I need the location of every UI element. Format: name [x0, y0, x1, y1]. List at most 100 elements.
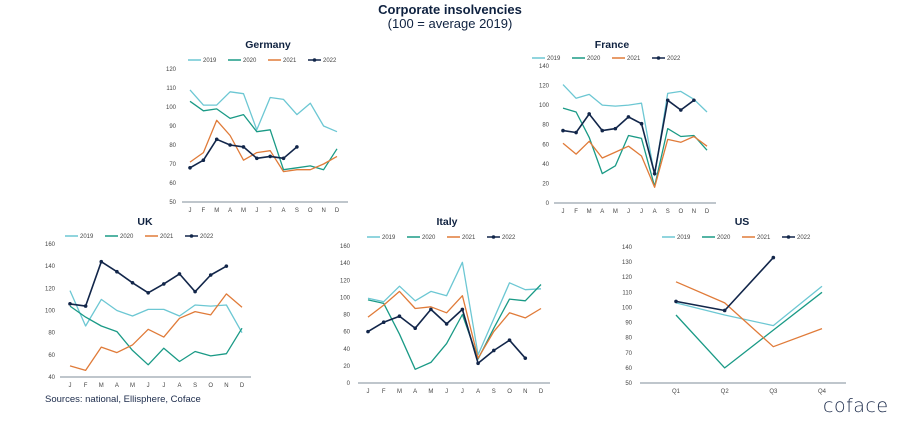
chart-title: Germany	[245, 39, 291, 51]
y-tick-label: 120	[539, 84, 550, 90]
x-tick-label: J	[269, 208, 272, 214]
data-point-2022	[295, 145, 299, 149]
x-tick-label: S	[666, 209, 670, 215]
y-tick-label: 80	[343, 313, 350, 319]
x-tick-label: N	[321, 208, 325, 214]
y-tick-label: 40	[48, 375, 55, 381]
legend-label-2022: 2022	[797, 235, 811, 241]
sources-note: Sources: national, Ellisphere, Coface	[45, 394, 201, 405]
x-tick-label: M	[130, 383, 135, 389]
data-point-2022	[413, 326, 417, 331]
y-tick-label: 120	[45, 286, 56, 292]
legend-label-2019: 2019	[677, 235, 691, 241]
data-point-2022	[574, 130, 578, 135]
x-tick-label: M	[99, 383, 104, 389]
data-point-2022	[162, 282, 166, 286]
y-tick-label: 90	[169, 124, 176, 130]
y-tick-label: 110	[166, 86, 176, 92]
data-point-2022	[492, 348, 496, 353]
legend-label-2020: 2020	[422, 235, 436, 241]
series-line-2020	[189, 100, 338, 171]
data-point-2022	[68, 302, 72, 306]
x-tick-label: N	[224, 383, 228, 389]
x-tick-label: O	[678, 209, 683, 215]
x-tick-label: D	[705, 209, 710, 215]
series-line-2022	[69, 260, 227, 307]
y-tick-label: 70	[169, 162, 176, 168]
legend-marker-2022	[312, 58, 317, 62]
y-tick-label: 50	[169, 200, 176, 206]
data-point-2022	[177, 272, 182, 276]
y-tick-label: 160	[45, 242, 56, 248]
data-point-2022	[201, 158, 206, 162]
series-line-2021	[189, 119, 338, 173]
legend-marker-2022	[656, 56, 661, 60]
legend-label-2020: 2020	[587, 56, 601, 62]
y-tick-label: 0	[546, 201, 550, 207]
data-point-2022	[241, 145, 246, 149]
x-tick-label: N	[523, 389, 527, 395]
title-main: Corporate insolvencies	[378, 2, 522, 17]
x-tick-label: A	[653, 209, 657, 215]
data-point-2022	[268, 154, 272, 159]
data-point-2022	[444, 322, 449, 326]
x-tick-label: N	[692, 209, 696, 215]
legend-label-2021: 2021	[462, 235, 476, 241]
x-tick-label: F	[202, 208, 206, 214]
x-tick-label: D	[539, 389, 544, 395]
y-tick-label: 70	[625, 351, 632, 357]
y-tick-label: 120	[340, 278, 351, 284]
page-title: Corporate insolvencies (100 = average 20…	[0, 3, 900, 31]
legend-marker-2022	[786, 235, 791, 239]
legend-label-2021: 2021	[757, 235, 771, 241]
chart-us: US 2019 2020 2021 2022 50 60 70 80 90 100 110 120 130…	[622, 216, 846, 395]
data-point-2022	[130, 280, 135, 285]
data-point-2022	[771, 255, 776, 260]
data-point-2022	[381, 320, 386, 325]
legend-label-2022: 2022	[200, 234, 214, 240]
series-line-2019	[367, 261, 542, 356]
data-point-2022	[255, 156, 259, 161]
data-point-2022	[561, 128, 565, 133]
y-tick-label: 80	[48, 331, 55, 337]
legend-label-2019: 2019	[203, 58, 217, 64]
series-line-2019	[562, 84, 708, 177]
y-tick-label: 100	[166, 105, 177, 111]
series-line-2019	[69, 290, 243, 334]
chart-title: France	[595, 39, 630, 51]
chart-uk: UK 2019 2020 2021 2022 40 60 80 100 120 140 160 J F M A…	[45, 216, 251, 389]
x-tick-label: J	[255, 208, 258, 214]
data-point-2022	[507, 338, 512, 342]
legend-label-2021: 2021	[283, 58, 297, 64]
chart-italy: Italy 2019 2020 2021 2022 0 20 40 60 80 100 120 140 1…	[340, 216, 550, 395]
data-point-2022	[626, 115, 631, 119]
data-point-2022	[523, 356, 528, 360]
y-tick-label: 0	[347, 381, 351, 387]
y-tick-label: 100	[340, 295, 351, 301]
x-tick-label: F	[84, 383, 88, 389]
data-point-2022	[193, 289, 197, 294]
y-tick-label: 140	[340, 261, 351, 267]
y-tick-label: 50	[625, 381, 632, 387]
x-tick-label: S	[193, 383, 197, 389]
chart-title: Italy	[436, 216, 457, 228]
x-tick-label: J	[627, 209, 630, 215]
x-tick-label: J	[640, 209, 643, 215]
data-point-2022	[224, 264, 229, 268]
y-tick-label: 80	[625, 336, 632, 342]
x-tick-label: Q2	[721, 389, 730, 395]
y-tick-label: 40	[542, 162, 549, 168]
x-tick-label: F	[382, 389, 386, 395]
x-tick-label: J	[162, 383, 165, 389]
y-tick-label: 140	[539, 64, 550, 70]
x-tick-label: O	[507, 389, 512, 395]
y-tick-label: 120	[166, 67, 177, 73]
data-point-2022	[639, 121, 644, 126]
y-tick-label: 40	[343, 347, 350, 353]
y-tick-label: 140	[622, 245, 633, 251]
y-tick-label: 110	[622, 290, 632, 296]
x-tick-label: S	[295, 208, 299, 214]
x-tick-label: Q4	[818, 389, 827, 395]
legend-label-2021: 2021	[160, 234, 174, 240]
y-tick-label: 100	[45, 309, 56, 315]
